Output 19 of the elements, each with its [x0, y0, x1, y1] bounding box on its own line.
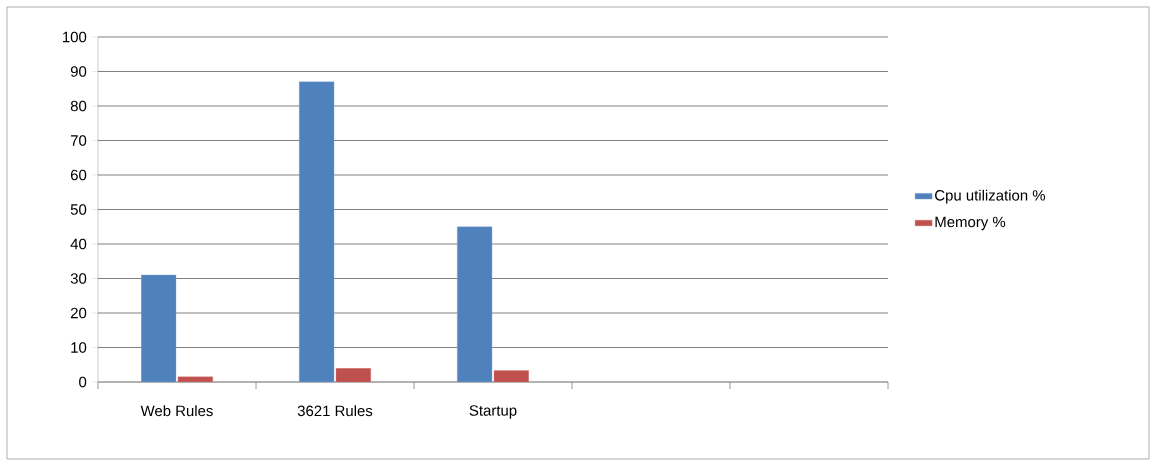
bar [299, 81, 335, 382]
y-tick-label: 70 [70, 135, 87, 146]
y-tick-label: 100 [63, 31, 87, 43]
bar [457, 226, 493, 382]
x-tick-label: Startup [469, 405, 517, 419]
legend-label: Memory % [935, 216, 1006, 231]
x-tick-label: 3621 Rules [297, 405, 373, 417]
bar [141, 274, 177, 382]
y-tick-label: 80 [70, 100, 87, 112]
legend-label: Cpu utilization % [935, 189, 1046, 204]
x-tick-label: Web Rules [140, 405, 213, 417]
y-tick-label: 40 [70, 238, 87, 250]
y-tick-label: 0 [79, 376, 87, 388]
y-tick-label: 90 [70, 66, 87, 77]
y-tick-label: 20 [70, 307, 87, 319]
y-tick-label: 50 [70, 204, 87, 215]
y-tick-label: 10 [71, 342, 87, 353]
y-tick-label: 30 [70, 273, 87, 284]
y-tick-label: 60 [70, 169, 87, 181]
